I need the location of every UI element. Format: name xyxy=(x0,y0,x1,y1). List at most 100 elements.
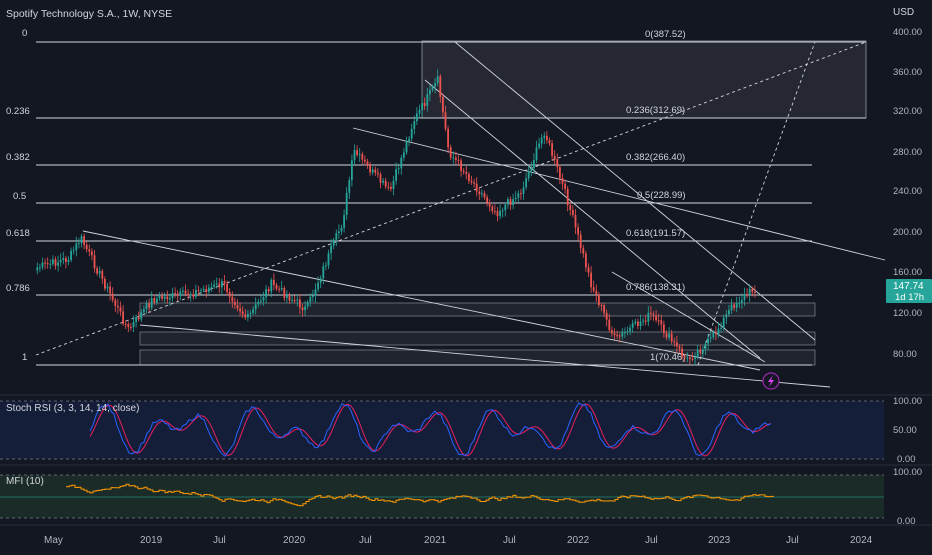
price-tick-label: 120.00 xyxy=(893,308,922,319)
candle-body xyxy=(631,323,634,328)
time-tick-label: 2024 xyxy=(850,535,873,546)
candle-body xyxy=(462,170,465,173)
candle-body xyxy=(132,321,135,328)
candle-body xyxy=(600,305,603,307)
candle-body xyxy=(691,358,694,360)
candle-body xyxy=(673,341,676,343)
candle-body xyxy=(514,197,517,200)
candle-body xyxy=(746,294,748,296)
candle-body xyxy=(101,270,104,279)
candle-body xyxy=(642,320,644,322)
candle-body xyxy=(374,169,377,173)
candle-body xyxy=(116,305,119,308)
candle-body xyxy=(77,243,80,245)
candle-body xyxy=(441,96,444,113)
candle-body xyxy=(57,262,59,266)
candle-body xyxy=(366,161,369,166)
candle-body xyxy=(730,304,733,311)
time-tick-label: Jul xyxy=(503,535,516,546)
candle-body xyxy=(387,186,390,188)
candle-body xyxy=(717,328,720,334)
candle-body xyxy=(408,138,410,142)
candle-body xyxy=(67,260,70,262)
stoch-d-line xyxy=(89,403,772,457)
candle-body xyxy=(733,304,735,308)
candle-body xyxy=(548,140,551,144)
time-tick-label: Jul xyxy=(645,535,658,546)
candle-body xyxy=(228,292,231,297)
candle-body xyxy=(436,76,439,84)
candle-body xyxy=(270,279,273,292)
trendline-steep-2 xyxy=(424,79,761,359)
time-tick-label: 2023 xyxy=(708,535,731,546)
candle-body xyxy=(655,315,657,321)
support-zone-2 xyxy=(139,331,816,346)
price-axis: 400.00 360.00 320.00 280.00 240.00 200.0… xyxy=(893,27,922,360)
candle-body xyxy=(54,259,57,266)
candle-body xyxy=(38,267,41,269)
fib-ratio-0618: 0.618 xyxy=(6,228,30,239)
candle-body xyxy=(241,311,244,315)
candle-body xyxy=(504,204,507,211)
candle-body xyxy=(753,292,756,294)
candle-body xyxy=(345,192,348,215)
candle-body xyxy=(392,180,395,190)
candle-body xyxy=(335,233,338,240)
candle-body xyxy=(686,357,689,359)
candle-body xyxy=(538,143,540,148)
candle-body xyxy=(579,234,582,249)
candle-body xyxy=(384,180,387,187)
candle-body xyxy=(41,262,44,268)
candle-body xyxy=(668,333,670,338)
candle-body xyxy=(103,278,106,289)
candle-body xyxy=(207,287,210,292)
candle-body xyxy=(493,211,496,213)
candle-body xyxy=(735,303,738,308)
stoch-band xyxy=(0,401,884,459)
candle-body xyxy=(324,265,327,267)
stoch-axis-label: 100.00 xyxy=(893,396,922,407)
candle-body xyxy=(423,103,426,106)
candle-body xyxy=(751,288,754,293)
candle-body xyxy=(363,159,366,162)
candle-body xyxy=(426,94,429,106)
candle-body xyxy=(626,331,629,333)
candle-body xyxy=(44,262,46,264)
candle-body xyxy=(356,150,358,155)
candle-body xyxy=(174,293,176,295)
candle-body xyxy=(652,313,655,316)
price-tick-label: 200.00 xyxy=(893,227,922,238)
candle-body xyxy=(512,199,514,206)
candle-body xyxy=(561,177,564,184)
alert-icon[interactable] xyxy=(762,372,780,390)
mfi-axis-label: 0.00 xyxy=(897,516,916,527)
fib-label-1: 1(70.46) xyxy=(650,352,685,363)
candle-body xyxy=(738,302,741,304)
candle-body xyxy=(215,283,218,285)
candle-body xyxy=(223,281,226,284)
candle-body xyxy=(629,327,631,332)
candle-body xyxy=(184,290,187,294)
candle-body xyxy=(85,244,88,250)
candle-body xyxy=(421,103,423,110)
candle-body xyxy=(670,333,673,342)
candle-body xyxy=(636,321,639,326)
candle-body xyxy=(486,197,488,203)
candle-body xyxy=(480,193,483,195)
candle-body xyxy=(720,327,722,329)
candle-body xyxy=(140,312,143,320)
candle-body xyxy=(161,295,163,299)
candle-body xyxy=(582,248,585,254)
candle-body xyxy=(340,227,343,232)
candle-body xyxy=(327,253,330,266)
candle-body xyxy=(467,173,470,181)
candle-body xyxy=(200,290,202,292)
fib-ratio-0: 0 xyxy=(22,28,27,39)
candle-body xyxy=(163,296,166,299)
candle-body xyxy=(205,288,208,292)
candle-body xyxy=(361,154,364,160)
candle-body xyxy=(571,210,574,215)
candle-body xyxy=(285,295,288,298)
